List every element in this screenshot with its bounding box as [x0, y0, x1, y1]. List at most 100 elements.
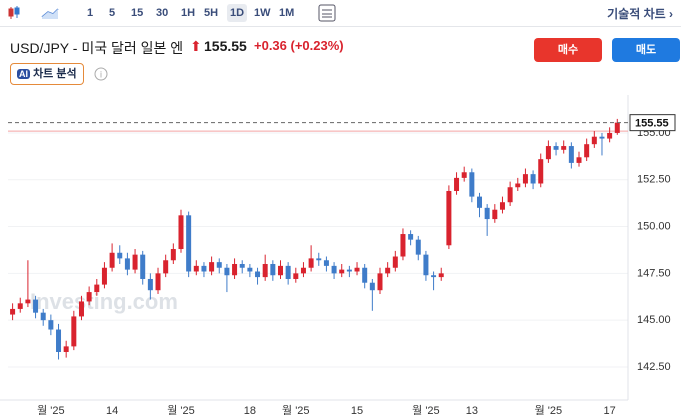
- candle-body: [48, 320, 54, 330]
- candle-body: [561, 146, 567, 150]
- toolbar: 1 5 15 30 1H 5H 1D 1W 1M 기술적 차트 ›: [0, 0, 681, 27]
- interval-button[interactable]: 5H: [204, 7, 219, 19]
- candle-body: [400, 234, 406, 257]
- candle-body: [408, 234, 414, 240]
- settings-icon[interactable]: [316, 2, 338, 24]
- candle-body: [117, 252, 123, 259]
- candle-body: [469, 172, 475, 197]
- interval-button[interactable]: 1W: [254, 7, 271, 19]
- candle-body: [232, 264, 238, 276]
- candle-body: [346, 269, 352, 272]
- candle-body: [308, 258, 314, 268]
- candle-body: [538, 159, 544, 184]
- candle-body: [71, 316, 77, 347]
- candle-body: [178, 215, 184, 250]
- candle-body: [438, 273, 444, 278]
- candle-body: [423, 254, 429, 276]
- candle-body: [553, 146, 559, 150]
- candle-body: [545, 146, 551, 160]
- x-tick-label: 14: [106, 405, 118, 415]
- last-price-label: 155.55: [635, 118, 669, 130]
- candle-body: [300, 267, 306, 274]
- candle-body: [339, 269, 345, 274]
- y-tick-label: 142.50: [637, 361, 671, 373]
- x-tick-label: 월 '25: [412, 404, 440, 415]
- interval-button[interactable]: 1: [87, 7, 94, 19]
- candle-body: [584, 144, 590, 158]
- candle-body: [446, 190, 452, 246]
- candle-body: [155, 273, 161, 291]
- candle-body: [163, 260, 169, 274]
- y-tick-label: 147.50: [637, 267, 671, 279]
- candle-body: [132, 254, 138, 270]
- candle-body: [293, 273, 299, 279]
- y-tick-label: 152.50: [637, 174, 671, 186]
- candle-body: [499, 202, 505, 210]
- candle-body: [140, 254, 146, 279]
- candle-body: [193, 265, 199, 272]
- price: 155.55: [204, 38, 247, 54]
- x-tick-label: 월 '25: [535, 404, 563, 415]
- watermark: Investing.com: [30, 289, 178, 314]
- interval-button[interactable]: 15: [131, 7, 144, 19]
- candle-body: [17, 303, 23, 309]
- candle-body: [377, 273, 383, 291]
- candle-body: [33, 299, 39, 313]
- candle-body: [484, 207, 490, 220]
- candle-body: [109, 252, 115, 268]
- candle-body: [385, 267, 391, 274]
- candle-body: [147, 278, 153, 291]
- x-tick-label: 월 '25: [167, 404, 195, 415]
- candle-body: [201, 265, 207, 272]
- candle-body: [170, 249, 176, 261]
- interval-button[interactable]: 1M: [279, 7, 295, 19]
- candle-body: [25, 299, 31, 304]
- candle-body: [63, 346, 69, 352]
- candle-body: [461, 172, 467, 178]
- price-change: +0.36 (+0.23%): [254, 38, 344, 53]
- candle-body: [507, 187, 513, 203]
- candle-body: [209, 262, 215, 272]
- interval-button[interactable]: 5: [109, 7, 116, 19]
- buy-button[interactable]: 매수: [534, 38, 602, 62]
- candle-body: [186, 215, 192, 272]
- candle-body: [591, 136, 597, 145]
- candle-body: [316, 258, 322, 261]
- candle-body: [369, 282, 375, 291]
- interval-button[interactable]: 1H: [181, 7, 196, 19]
- x-tick-label: 18: [244, 405, 256, 415]
- candle-body: [323, 260, 329, 266]
- ai-badge: AI: [17, 69, 30, 79]
- symbol-title: USD/JPY - 미국 달러 일본 엔: [10, 40, 184, 56]
- candle-body: [431, 275, 437, 278]
- candle-body: [101, 267, 107, 285]
- candle-body: [522, 174, 528, 184]
- x-tick-label: 월 '25: [282, 404, 310, 415]
- candle-body: [576, 157, 582, 163]
- interval-button[interactable]: 1D: [227, 4, 248, 22]
- candle-body: [78, 301, 84, 317]
- candle-body: [94, 284, 100, 293]
- candle-body: [10, 308, 16, 315]
- ai-analysis-button[interactable]: AI 차트 분석: [10, 63, 84, 85]
- candle-body: [515, 183, 521, 188]
- chart-type-icons: [8, 6, 59, 19]
- x-tick-label: 15: [351, 405, 363, 415]
- candle-body: [239, 264, 245, 268]
- x-tick-label: 월 '25: [37, 404, 65, 415]
- x-tick-label: 17: [604, 405, 616, 415]
- candle-body: [492, 209, 498, 220]
- candle-body: [568, 146, 574, 163]
- candle-body: [285, 265, 291, 279]
- interval-button[interactable]: 30: [156, 7, 169, 19]
- tech-chart-link[interactable]: 기술적 차트 ›: [607, 7, 673, 21]
- info-icon[interactable]: i: [94, 67, 108, 81]
- y-tick-label: 150.00: [637, 220, 671, 232]
- candle-body: [607, 132, 613, 139]
- candle-body: [56, 329, 62, 352]
- candle-body: [255, 271, 261, 278]
- candle-body: [262, 264, 268, 278]
- sell-button[interactable]: 매도: [612, 38, 680, 62]
- candle-body: [392, 256, 398, 268]
